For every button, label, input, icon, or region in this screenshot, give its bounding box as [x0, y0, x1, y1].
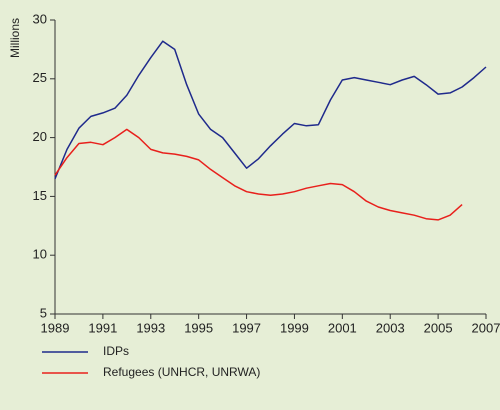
x-tick-label: 2007 — [472, 320, 500, 335]
legend-label: Refugees (UNHCR, UNRWA) — [103, 365, 260, 379]
y-tick-label: 15 — [33, 188, 47, 203]
series-line — [54, 40, 487, 180]
series-line — [54, 128, 463, 221]
x-tick-label: 1993 — [136, 320, 165, 335]
y-axis-label: Millions — [8, 18, 22, 58]
x-tick-label: 1995 — [184, 320, 213, 335]
y-tick-label: 30 — [33, 11, 47, 26]
x-tick-label: 2003 — [376, 320, 405, 335]
legend-label: IDPs — [103, 344, 129, 358]
y-tick-label: 5 — [40, 305, 47, 320]
x-tick-label: 1999 — [280, 320, 309, 335]
x-tick-label: 1991 — [88, 320, 117, 335]
x-tick-label: 1989 — [41, 320, 70, 335]
x-tick-label: 1997 — [232, 320, 261, 335]
y-tick-label: 20 — [33, 129, 47, 144]
y-tick-label: 10 — [33, 247, 47, 262]
y-tick-label: 25 — [33, 70, 47, 85]
x-tick-label: 2001 — [328, 320, 357, 335]
x-tick-label: 2005 — [424, 320, 453, 335]
